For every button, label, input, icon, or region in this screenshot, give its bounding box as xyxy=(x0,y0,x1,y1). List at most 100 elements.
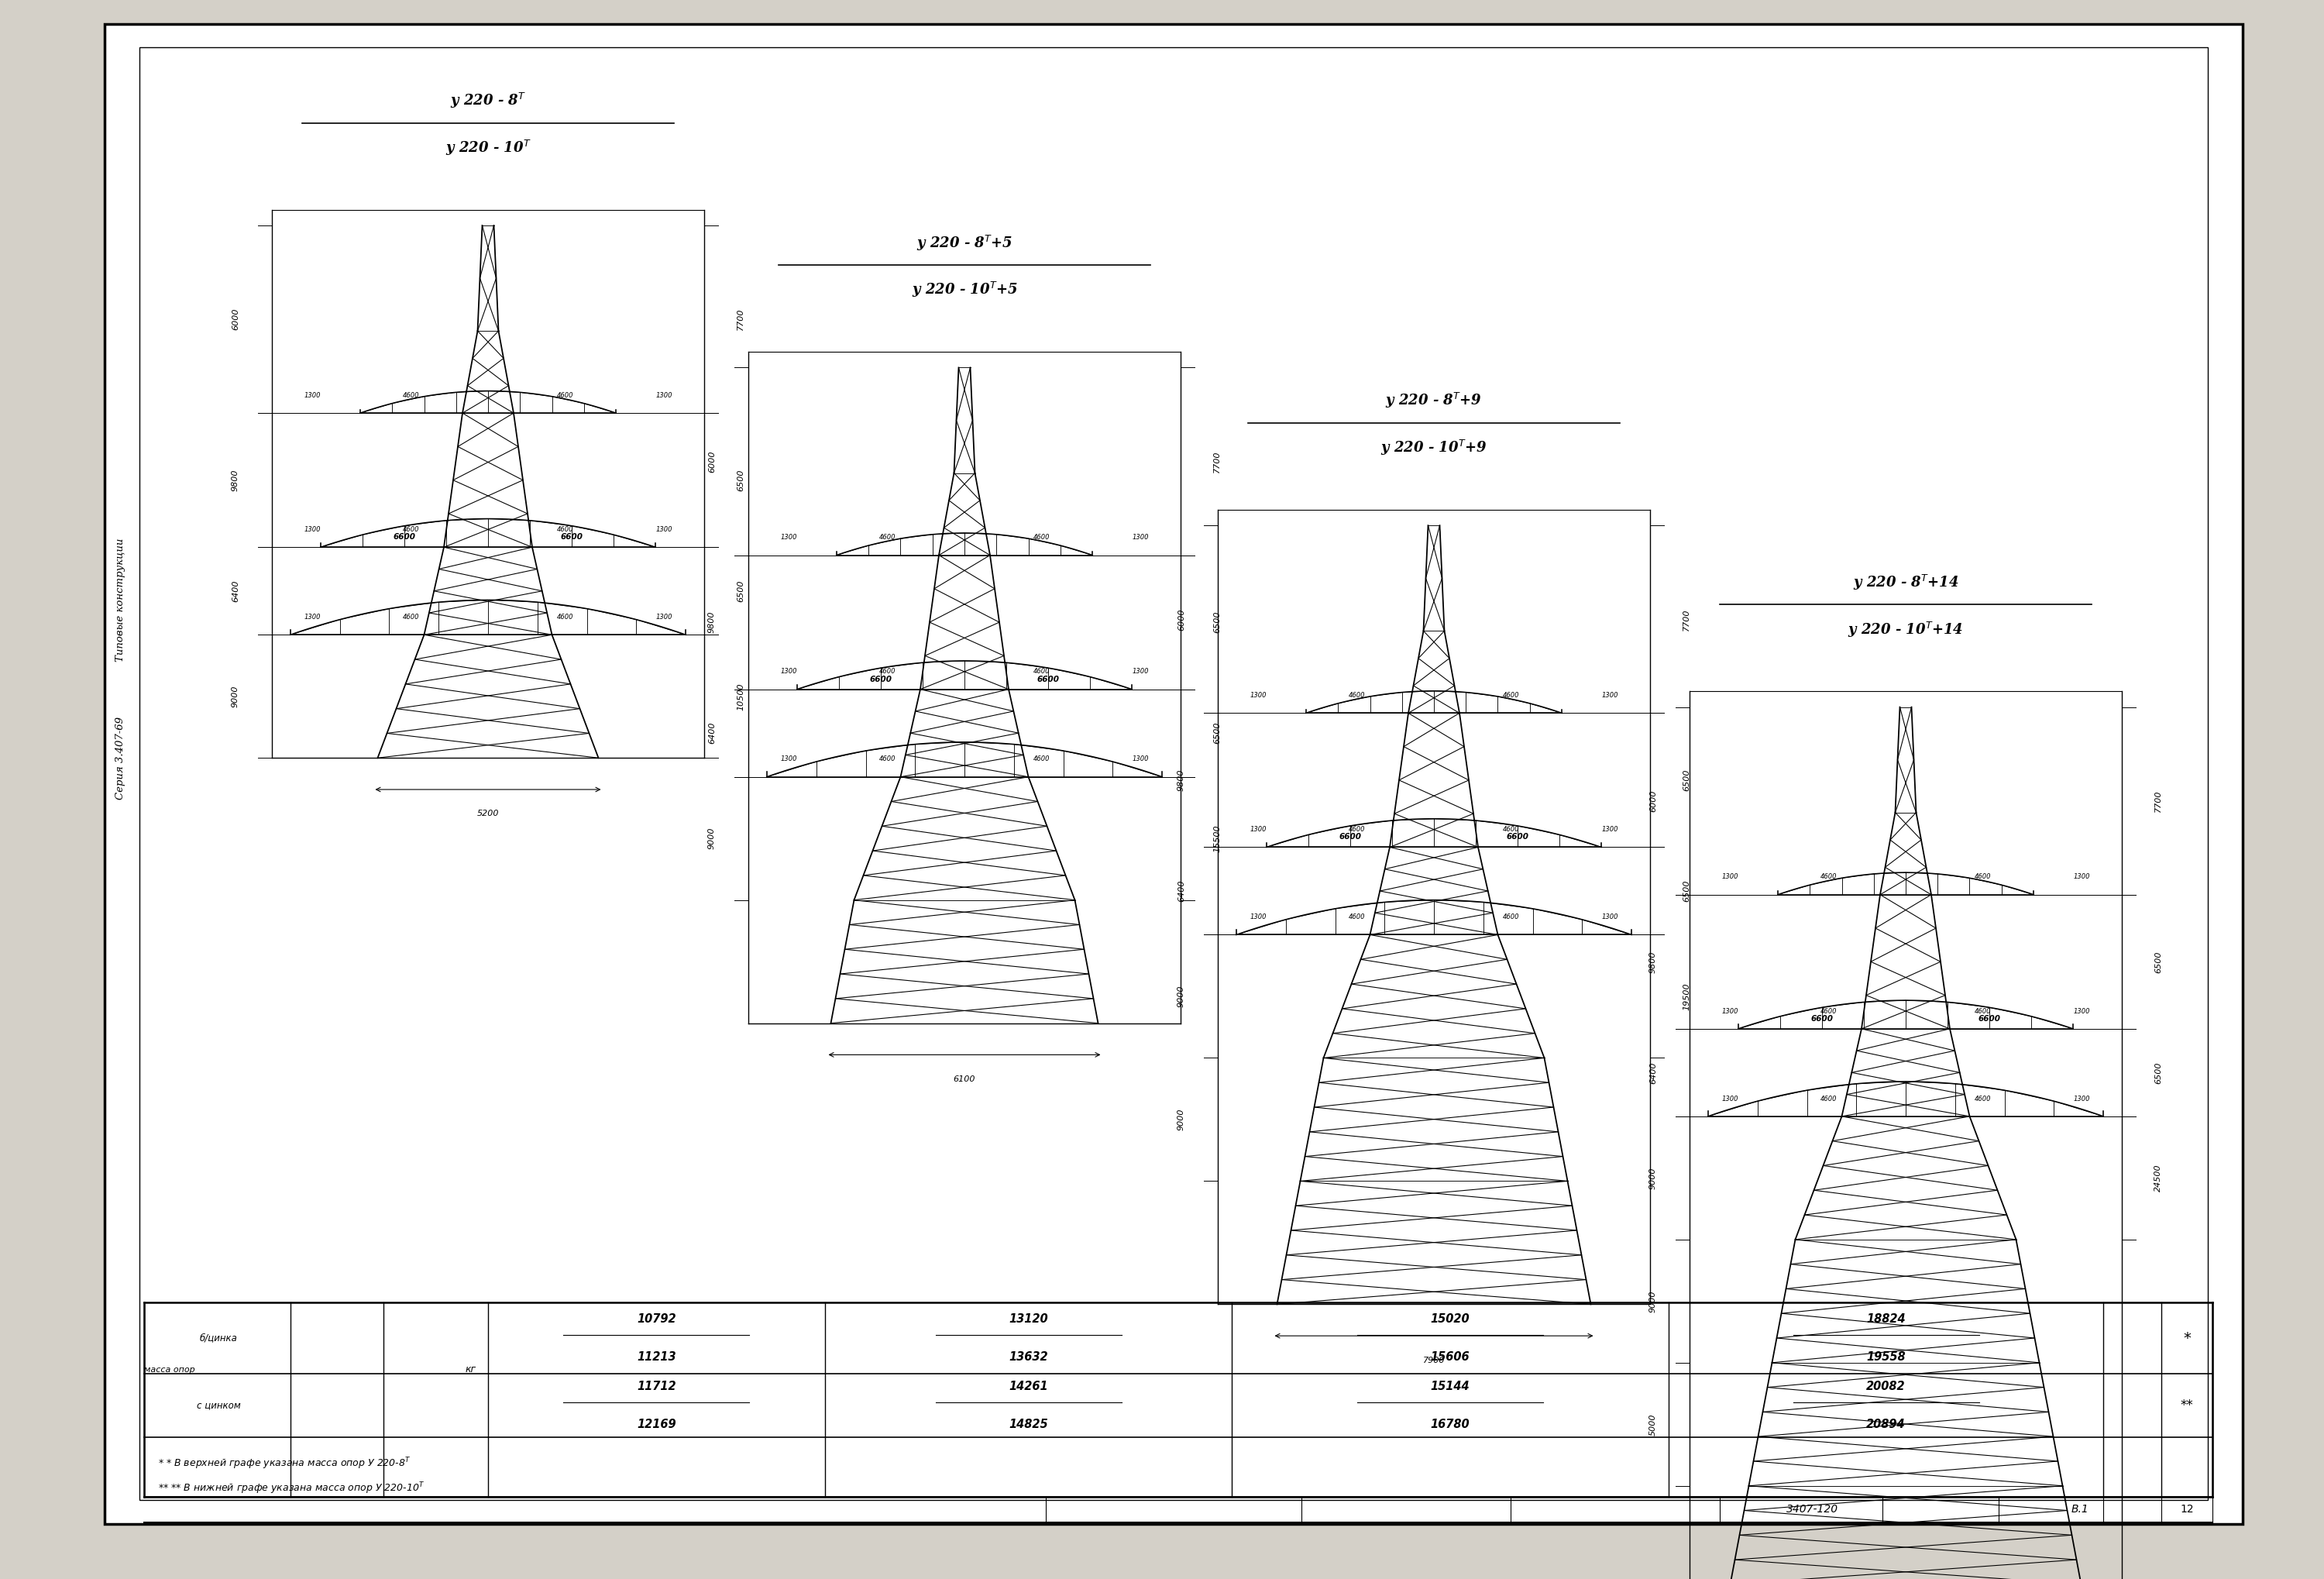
Text: кг: кг xyxy=(465,1364,476,1375)
Text: 6600: 6600 xyxy=(1810,1015,1834,1023)
Text: 1300: 1300 xyxy=(655,614,672,621)
Bar xyxy=(139,47,2208,1500)
Text: 9000: 9000 xyxy=(232,685,239,707)
Text: у 220 - 10$^{T}$: у 220 - 10$^{T}$ xyxy=(446,139,530,158)
Text: у 220 - 10$^{T}$+14: у 220 - 10$^{T}$+14 xyxy=(1848,621,1964,639)
Text: 20894: 20894 xyxy=(1866,1418,1906,1431)
Text: 4600: 4600 xyxy=(1034,534,1050,542)
Text: масса опор: масса опор xyxy=(144,1366,195,1374)
Text: 1300: 1300 xyxy=(304,392,321,399)
Text: 6100: 6100 xyxy=(953,1075,976,1083)
Text: 1300: 1300 xyxy=(1132,668,1148,676)
Text: 6600: 6600 xyxy=(1037,676,1060,684)
Text: 4600: 4600 xyxy=(1975,873,1992,881)
Text: 7700: 7700 xyxy=(1683,608,1690,630)
Text: 1300: 1300 xyxy=(304,526,321,534)
Text: 11712: 11712 xyxy=(637,1380,676,1393)
Text: 1300: 1300 xyxy=(1132,534,1148,542)
Text: 9000: 9000 xyxy=(1178,1108,1185,1131)
Text: * * В верхней графе указана масса опор У 220-8$^T$: * * В верхней графе указана масса опор У… xyxy=(158,1456,411,1472)
Text: 4600: 4600 xyxy=(1348,914,1364,921)
Text: 6500: 6500 xyxy=(2154,951,2161,973)
Text: 6500: 6500 xyxy=(2154,1061,2161,1083)
Text: 16780: 16780 xyxy=(1432,1418,1469,1431)
Text: 6600: 6600 xyxy=(1339,834,1362,842)
Text: 1300: 1300 xyxy=(781,756,797,763)
Text: 6500: 6500 xyxy=(1683,880,1690,902)
Text: у 220 - 8$^{T}$: у 220 - 8$^{T}$ xyxy=(451,92,525,111)
Text: 6000: 6000 xyxy=(709,450,716,472)
Text: 15500: 15500 xyxy=(1213,824,1220,853)
Text: 9800: 9800 xyxy=(1178,769,1185,791)
Text: 13120: 13120 xyxy=(1009,1314,1048,1325)
Text: 1300: 1300 xyxy=(1722,1096,1738,1102)
Text: у 220 - 10$^{T}$+9: у 220 - 10$^{T}$+9 xyxy=(1380,439,1487,458)
Text: 1300: 1300 xyxy=(1250,692,1267,699)
Text: 5000: 5000 xyxy=(1650,1413,1657,1435)
Text: 11213: 11213 xyxy=(637,1352,676,1363)
Text: 1300: 1300 xyxy=(781,534,797,542)
Text: 1300: 1300 xyxy=(1722,873,1738,881)
Text: 7900: 7900 xyxy=(1422,1356,1446,1364)
Text: 4600: 4600 xyxy=(1820,873,1836,881)
Text: 4600: 4600 xyxy=(558,392,574,399)
Text: 6400: 6400 xyxy=(709,722,716,744)
Text: у 220 - 10$^{T}$+5: у 220 - 10$^{T}$+5 xyxy=(911,281,1018,300)
Text: 1300: 1300 xyxy=(1132,756,1148,763)
Text: 1300: 1300 xyxy=(1601,826,1618,834)
Text: 3407-120: 3407-120 xyxy=(1787,1505,1838,1514)
Text: 1300: 1300 xyxy=(2073,1007,2089,1015)
Text: 7700: 7700 xyxy=(737,308,744,330)
Text: 14825: 14825 xyxy=(1009,1418,1048,1431)
Text: 7700: 7700 xyxy=(2154,790,2161,812)
Text: 4600: 4600 xyxy=(1348,826,1364,834)
Text: 6600: 6600 xyxy=(1978,1015,2001,1023)
Text: 10792: 10792 xyxy=(637,1314,676,1325)
Text: 13632: 13632 xyxy=(1009,1352,1048,1363)
Text: 4600: 4600 xyxy=(1504,692,1520,699)
Text: 18824: 18824 xyxy=(1866,1314,1906,1325)
Text: у 220 - 8$^{T}$+14: у 220 - 8$^{T}$+14 xyxy=(1852,573,1959,592)
Text: с цинком: с цинком xyxy=(198,1401,239,1410)
Text: 1300: 1300 xyxy=(1250,826,1267,834)
Text: 6000: 6000 xyxy=(1650,790,1657,812)
Text: 12: 12 xyxy=(2180,1505,2194,1514)
Text: 4600: 4600 xyxy=(402,614,418,621)
Text: 4600: 4600 xyxy=(1975,1096,1992,1102)
Text: 12169: 12169 xyxy=(637,1418,676,1431)
Text: 6600: 6600 xyxy=(869,676,892,684)
Text: 4600: 4600 xyxy=(878,668,895,676)
Text: Серия 3.407-69: Серия 3.407-69 xyxy=(116,717,125,799)
Text: 9000: 9000 xyxy=(1178,985,1185,1007)
Text: *: * xyxy=(2182,1331,2192,1345)
Text: В.1: В.1 xyxy=(2071,1505,2089,1514)
Text: 24500: 24500 xyxy=(2154,1164,2161,1192)
Text: 1300: 1300 xyxy=(2073,873,2089,881)
Text: 4600: 4600 xyxy=(1034,756,1050,763)
Text: 9800: 9800 xyxy=(232,469,239,491)
Text: 1300: 1300 xyxy=(781,668,797,676)
Text: 4600: 4600 xyxy=(1504,914,1520,921)
Text: 15144: 15144 xyxy=(1432,1380,1469,1393)
Text: 1300: 1300 xyxy=(1601,692,1618,699)
Text: Типовые конструкции: Типовые конструкции xyxy=(116,538,125,662)
Text: 1300: 1300 xyxy=(304,614,321,621)
Text: 4600: 4600 xyxy=(1504,826,1520,834)
Text: 1300: 1300 xyxy=(2073,1096,2089,1102)
Text: 6500: 6500 xyxy=(737,579,744,602)
Text: 6600: 6600 xyxy=(560,534,583,542)
Text: 6400: 6400 xyxy=(1650,1061,1657,1083)
Text: 4600: 4600 xyxy=(1034,668,1050,676)
Text: 10500: 10500 xyxy=(737,682,744,711)
Text: 15606: 15606 xyxy=(1432,1352,1469,1363)
Text: 1300: 1300 xyxy=(655,392,672,399)
Text: 6000: 6000 xyxy=(232,308,239,330)
Text: 5200: 5200 xyxy=(476,810,500,818)
Text: 9000: 9000 xyxy=(1650,1290,1657,1312)
Text: 4600: 4600 xyxy=(402,392,418,399)
Text: 20082: 20082 xyxy=(1866,1380,1906,1393)
Text: 4600: 4600 xyxy=(1975,1007,1992,1015)
Text: 9000: 9000 xyxy=(1650,1167,1657,1189)
Text: 6600: 6600 xyxy=(1506,834,1529,842)
Text: 15020: 15020 xyxy=(1432,1314,1469,1325)
